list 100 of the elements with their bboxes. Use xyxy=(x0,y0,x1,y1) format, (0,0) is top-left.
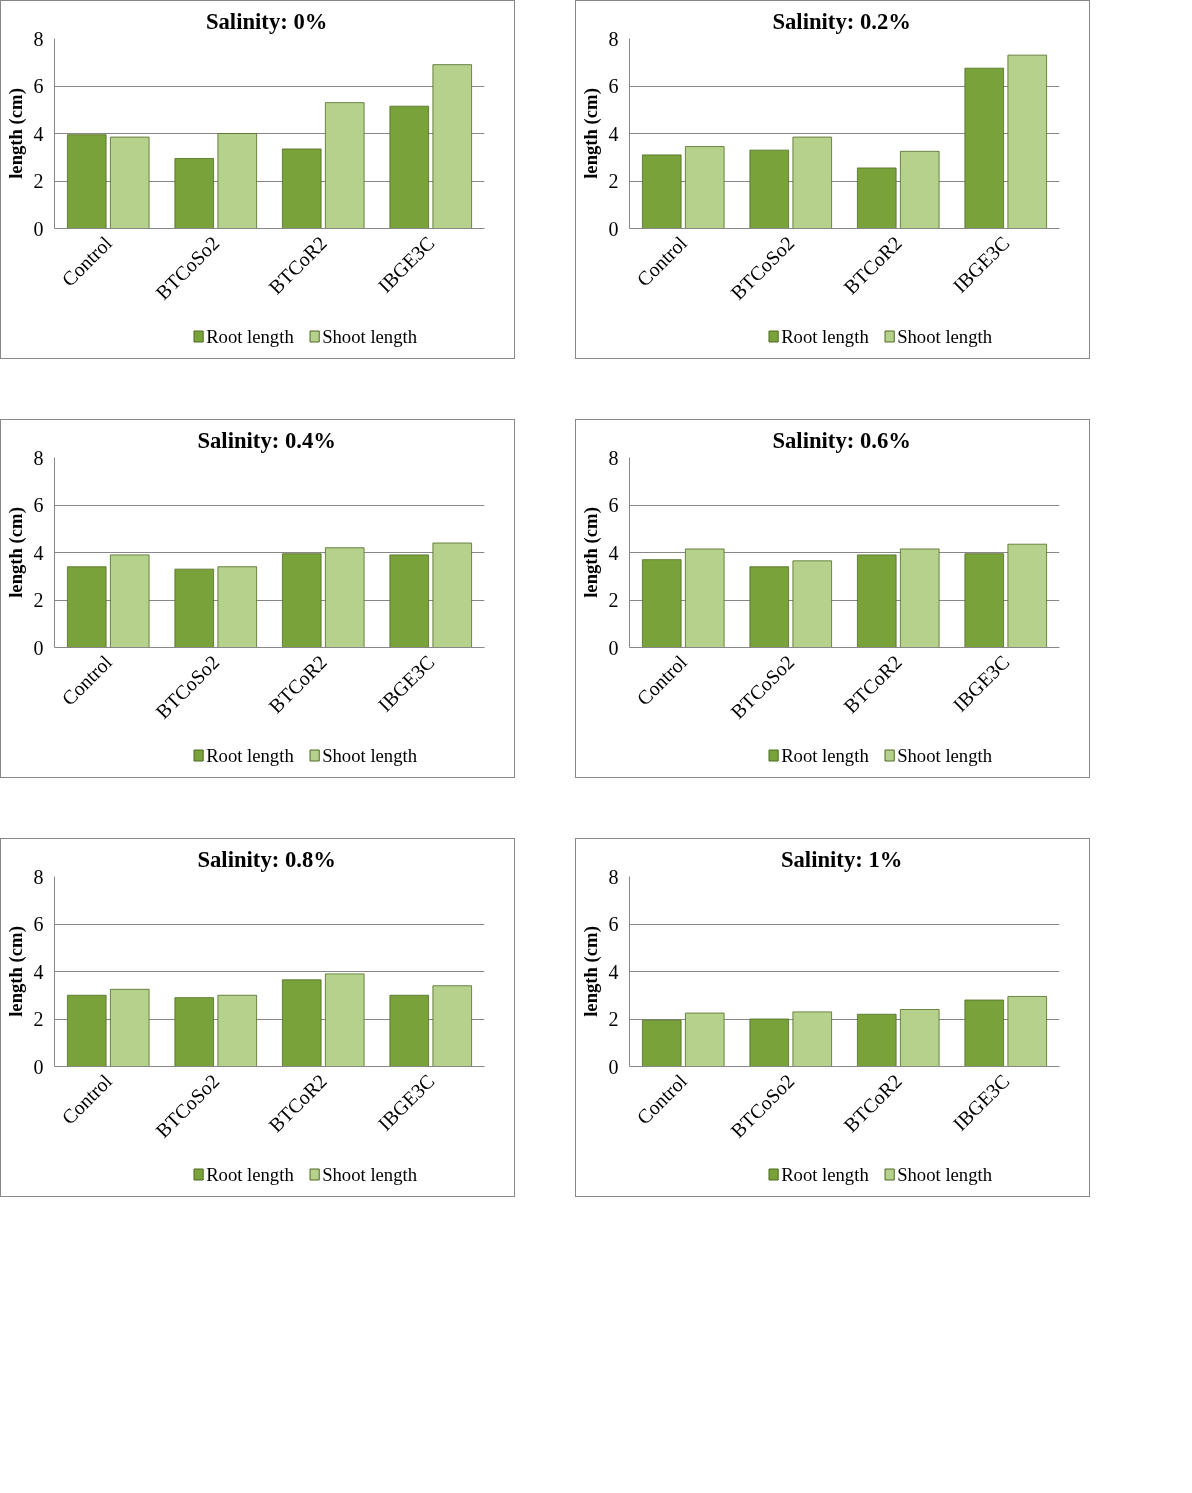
y-tick-label: 2 xyxy=(608,1008,619,1030)
bar xyxy=(174,158,214,229)
y-tick-label: 4 xyxy=(33,960,44,983)
y-tick-label: 8 xyxy=(608,27,619,50)
bar xyxy=(685,1012,725,1067)
bar xyxy=(900,548,940,648)
y-tick-label: 4 xyxy=(608,541,619,564)
bar xyxy=(1007,54,1047,229)
bar xyxy=(67,134,107,229)
y-tick-label: 8 xyxy=(608,446,619,469)
chart-title: Salinity: 0% xyxy=(205,8,328,34)
y-tick-label: 6 xyxy=(608,75,619,97)
legend-label: Root length xyxy=(206,326,295,347)
bar xyxy=(432,985,472,1067)
bar xyxy=(792,1011,832,1067)
bar xyxy=(642,1019,682,1067)
bar xyxy=(642,559,682,648)
bar xyxy=(67,994,107,1067)
bar xyxy=(282,553,322,648)
y-tick-label: 4 xyxy=(33,541,44,564)
legend-label: Shoot length xyxy=(897,326,993,347)
y-tick-label: 6 xyxy=(608,494,619,516)
bar xyxy=(857,167,897,229)
y-tick-label: 2 xyxy=(608,170,619,192)
legend-label: Root length xyxy=(206,1164,295,1185)
bar xyxy=(964,67,1004,229)
y-tick-label: 8 xyxy=(33,865,44,888)
legend-label: Root length xyxy=(206,745,295,766)
bar xyxy=(749,1018,789,1067)
bar xyxy=(389,994,429,1067)
bar xyxy=(964,999,1004,1067)
bar xyxy=(792,560,832,648)
y-tick-label: 4 xyxy=(33,122,44,145)
chart-title: Salinity: 0.6% xyxy=(772,427,911,453)
bar xyxy=(900,1009,940,1067)
y-tick-label: 2 xyxy=(33,1008,44,1030)
y-tick-label: 2 xyxy=(33,589,44,611)
legend-label: Shoot length xyxy=(322,1164,418,1185)
y-tick-label: 4 xyxy=(608,122,619,145)
bar xyxy=(174,568,214,648)
y-axis-title: length (cm) xyxy=(4,926,27,1017)
bar xyxy=(432,64,472,229)
bar xyxy=(325,102,365,229)
legend-label: Root length xyxy=(781,1164,870,1185)
bar xyxy=(749,149,789,229)
legend-label: Shoot length xyxy=(897,1164,993,1185)
bar xyxy=(174,997,214,1067)
chart-title: Salinity: 0.4% xyxy=(197,427,336,453)
legend-label: Shoot length xyxy=(322,326,418,347)
bar xyxy=(282,148,322,229)
bar xyxy=(217,994,257,1067)
y-axis-title: length (cm) xyxy=(4,507,27,598)
bar xyxy=(110,554,150,648)
y-tick-label: 0 xyxy=(608,1055,619,1078)
y-tick-label: 8 xyxy=(33,27,44,50)
chart-title: Salinity: 0.8% xyxy=(197,846,336,872)
bar xyxy=(325,547,365,648)
y-tick-label: 0 xyxy=(608,636,619,659)
bar xyxy=(325,973,365,1067)
legend-label: Shoot length xyxy=(897,745,993,766)
bar xyxy=(217,133,257,229)
y-tick-label: 8 xyxy=(608,865,619,888)
bar xyxy=(857,1013,897,1067)
bar xyxy=(282,979,322,1067)
y-tick-label: 6 xyxy=(33,75,44,97)
y-tick-label: 0 xyxy=(33,636,44,659)
bar xyxy=(642,154,682,229)
bar xyxy=(1007,996,1047,1067)
y-tick-label: 2 xyxy=(608,589,619,611)
y-tick-label: 0 xyxy=(608,217,619,240)
bar xyxy=(110,136,150,229)
bar xyxy=(389,105,429,229)
chart-title: Salinity: 1% xyxy=(780,846,903,872)
legend-label: Root length xyxy=(781,326,870,347)
bar xyxy=(1007,543,1047,648)
bar xyxy=(749,566,789,648)
bar xyxy=(857,554,897,648)
y-tick-label: 6 xyxy=(33,913,44,935)
y-tick-label: 8 xyxy=(33,446,44,469)
bar xyxy=(900,150,940,229)
bar xyxy=(792,136,832,229)
y-tick-label: 6 xyxy=(608,913,619,935)
y-tick-label: 2 xyxy=(33,170,44,192)
y-axis-title: length (cm) xyxy=(579,507,602,598)
y-tick-label: 0 xyxy=(33,1055,44,1078)
y-axis-title: length (cm) xyxy=(579,926,602,1017)
bar xyxy=(685,146,725,229)
bar xyxy=(217,566,257,648)
bar xyxy=(432,542,472,648)
bar xyxy=(67,566,107,648)
bar xyxy=(389,554,429,648)
legend-label: Shoot length xyxy=(322,745,418,766)
y-axis-title: length (cm) xyxy=(4,88,27,179)
y-axis-title: length (cm) xyxy=(579,88,602,179)
bar xyxy=(685,548,725,648)
y-tick-label: 4 xyxy=(608,960,619,983)
y-tick-label: 6 xyxy=(33,494,44,516)
chart-title: Salinity: 0.2% xyxy=(772,8,911,34)
bar xyxy=(964,553,1004,648)
legend-label: Root length xyxy=(781,745,870,766)
